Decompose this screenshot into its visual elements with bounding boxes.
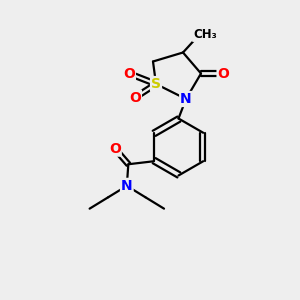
Text: O: O: [218, 67, 230, 80]
Text: N: N: [180, 92, 192, 106]
Text: S: S: [151, 77, 161, 91]
Text: O: O: [109, 142, 121, 156]
Text: N: N: [121, 179, 133, 193]
Text: O: O: [123, 67, 135, 80]
Text: O: O: [129, 91, 141, 104]
Text: CH₃: CH₃: [193, 28, 217, 41]
